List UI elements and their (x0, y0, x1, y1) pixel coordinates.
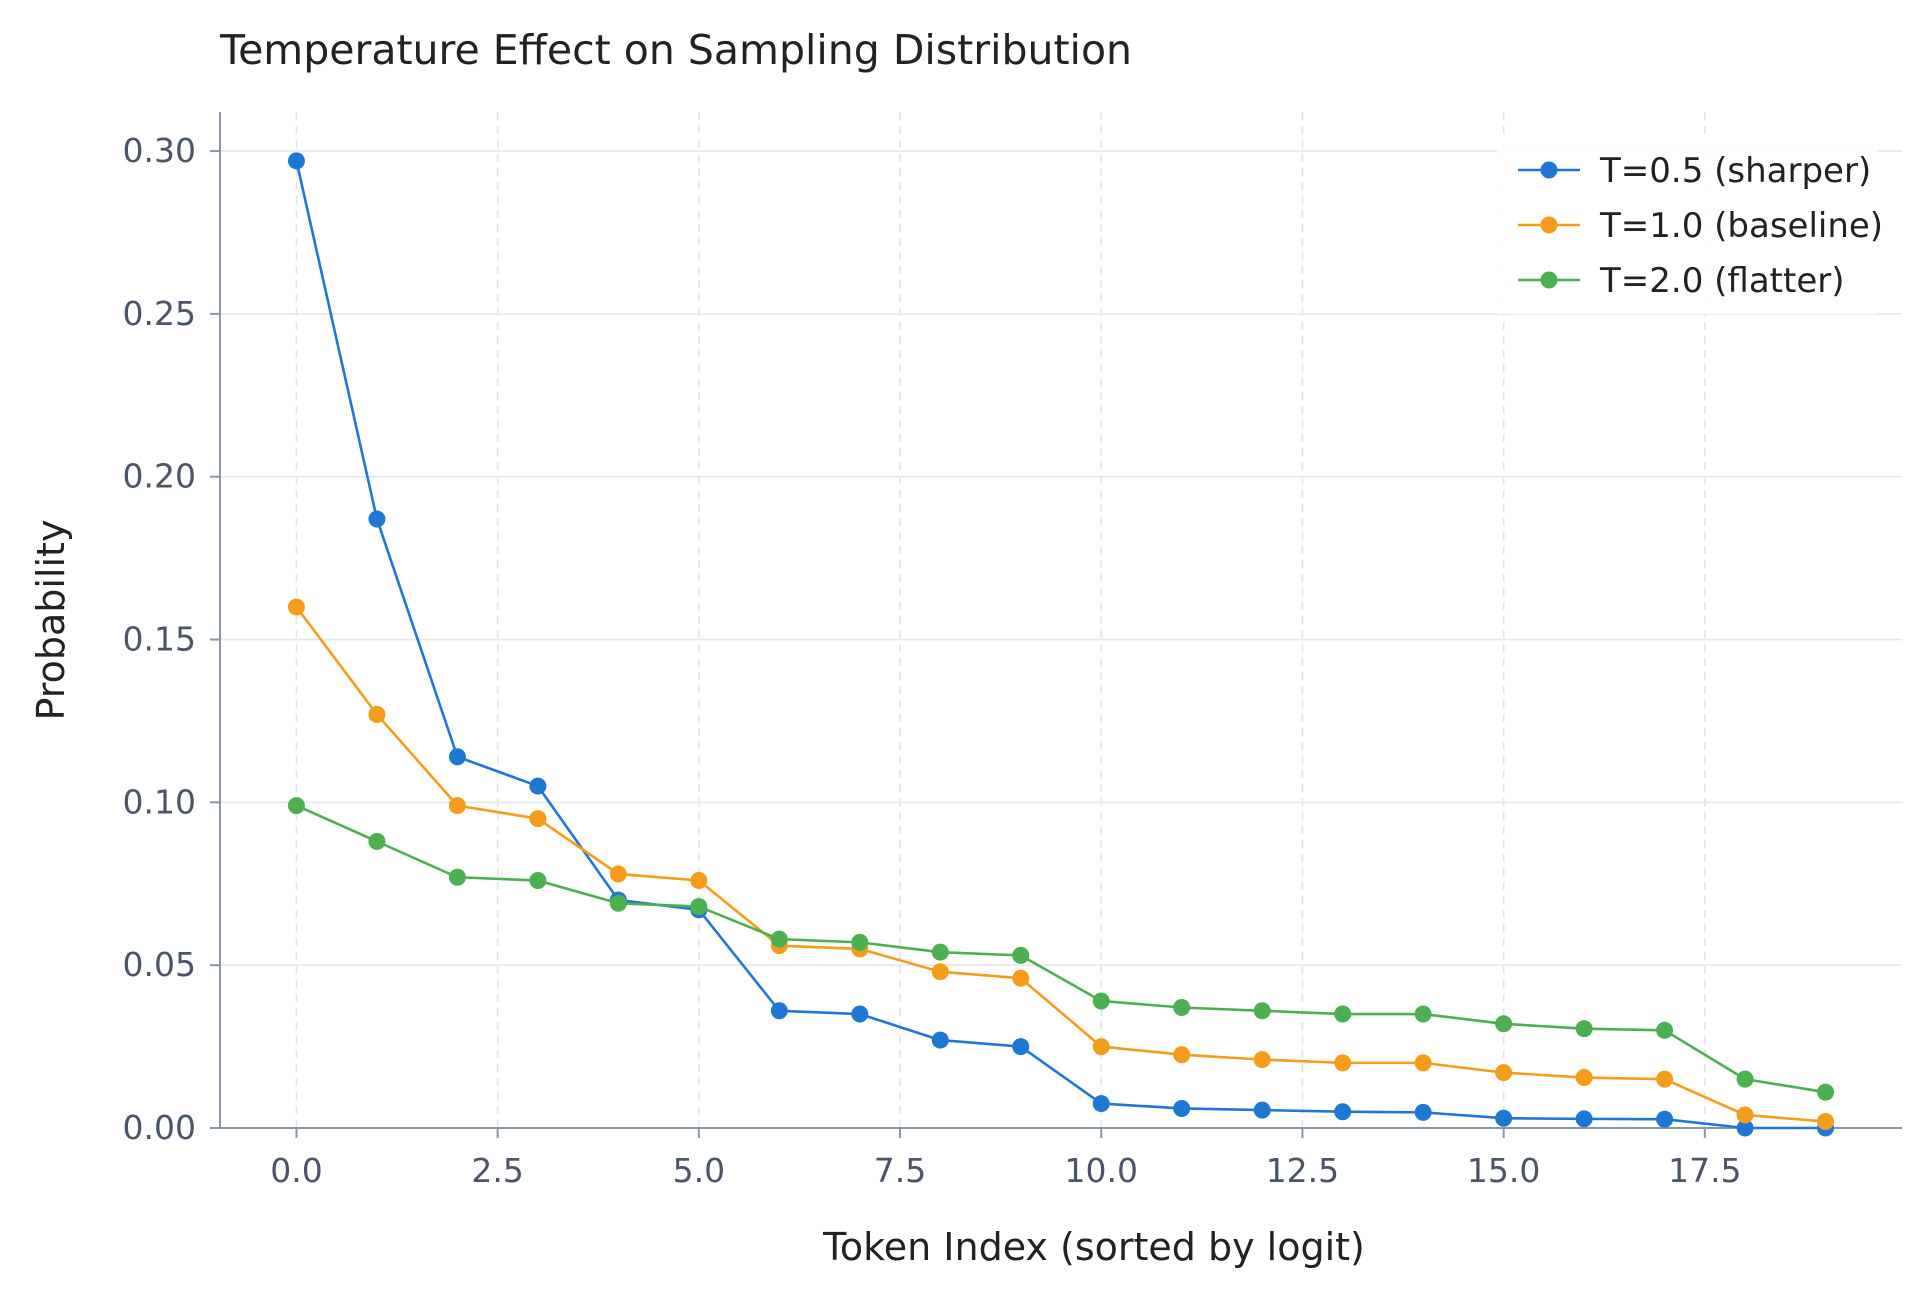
legend-marker-0 (1540, 161, 1558, 179)
data-point-2-10 (1092, 992, 1110, 1010)
data-point-0-1 (368, 510, 386, 528)
data-point-1-15 (1495, 1064, 1513, 1082)
data-point-0-8 (931, 1031, 949, 1049)
y-tick-label-3: 0.15 (123, 620, 196, 659)
data-point-2-2 (448, 868, 466, 886)
data-point-1-16 (1575, 1069, 1593, 1087)
data-point-0-12 (1253, 1101, 1271, 1119)
data-point-0-18 (1736, 1119, 1754, 1137)
data-point-1-11 (1173, 1046, 1191, 1064)
data-point-1-10 (1092, 1038, 1110, 1056)
data-point-2-0 (287, 797, 305, 815)
data-point-1-0 (287, 598, 305, 616)
data-point-0-10 (1092, 1095, 1110, 1113)
data-point-0-9 (1012, 1038, 1030, 1056)
axes (219, 112, 1902, 1129)
data-point-1-8 (931, 963, 949, 981)
y-tick-label-0: 0.00 (123, 1108, 196, 1147)
data-point-1-5 (690, 872, 708, 890)
data-point-2-17 (1656, 1021, 1674, 1039)
data-point-1-4 (609, 865, 627, 883)
y-tick-label-4: 0.20 (123, 457, 196, 496)
data-point-0-15 (1495, 1109, 1513, 1127)
data-point-0-0 (287, 152, 305, 170)
series-2 (287, 797, 1835, 1101)
data-point-1-14 (1414, 1054, 1432, 1072)
data-point-2-4 (609, 894, 627, 912)
legend-label-1: T=1.0 (baseline) (1599, 206, 1883, 246)
y-tick-label-1: 0.05 (123, 945, 196, 984)
data-point-1-13 (1334, 1054, 1352, 1072)
legend-item-1: T=1.0 (baseline) (1518, 206, 1883, 246)
legend-marker-1 (1540, 216, 1558, 234)
series-1 (287, 598, 1835, 1130)
legend-label-2: T=2.0 (flatter) (1599, 261, 1844, 301)
data-point-2-16 (1575, 1020, 1593, 1038)
x-tick-label-0: 0.0 (270, 1151, 322, 1190)
data-point-0-3 (529, 777, 547, 795)
data-point-2-18 (1736, 1070, 1754, 1088)
data-point-1-18 (1736, 1106, 1754, 1124)
data-point-0-11 (1173, 1099, 1191, 1117)
data-point-1-3 (529, 810, 547, 828)
data-point-2-19 (1817, 1083, 1835, 1101)
chart-title: Temperature Effect on Sampling Distribut… (219, 26, 1132, 74)
x-tick-label-2: 5.0 (673, 1151, 725, 1190)
x-ticks: 0.0 2.5 5.0 7.5 10.0 12.5 15.0 17.5 (270, 1128, 1742, 1190)
legend: T=0.5 (sharper) T=1.0 (baseline) T=2.0 (fl… (1497, 138, 1883, 314)
data-point-1-2 (448, 797, 466, 815)
data-point-2-8 (931, 943, 949, 961)
y-tick-label-5: 0.25 (123, 294, 196, 333)
data-point-0-7 (851, 1005, 869, 1023)
x-tick-label-5: 12.5 (1266, 1151, 1339, 1190)
data-point-0-13 (1334, 1103, 1352, 1121)
legend-marker-2 (1540, 271, 1558, 289)
data-point-0-6 (770, 1002, 788, 1020)
legend-label-0: T=0.5 (sharper) (1599, 151, 1871, 191)
legend-item-2: T=2.0 (flatter) (1518, 261, 1844, 301)
y-axis-label: Probability (29, 520, 73, 721)
data-point-2-14 (1414, 1005, 1432, 1023)
x-tick-label-6: 15.0 (1467, 1151, 1540, 1190)
data-point-0-14 (1414, 1103, 1432, 1121)
y-tick-label-6: 0.30 (123, 131, 196, 170)
data-point-2-6 (770, 930, 788, 948)
series-group (287, 152, 1835, 1137)
data-point-1-19 (1817, 1112, 1835, 1130)
data-point-1-9 (1012, 969, 1030, 987)
x-tick-label-1: 2.5 (471, 1151, 523, 1190)
data-point-1-1 (368, 705, 386, 723)
x-axis-label: Token Index (sorted by logit) (822, 1225, 1365, 1269)
series-line-2 (295, 804, 1826, 1094)
data-point-0-16 (1575, 1110, 1593, 1128)
x-tick-label-4: 10.0 (1064, 1151, 1137, 1190)
x-tick-label-7: 17.5 (1668, 1151, 1741, 1190)
x-tick-label-3: 7.5 (874, 1151, 926, 1190)
data-point-2-3 (529, 872, 547, 890)
series-line-1 (295, 606, 1826, 1123)
y-ticks: 0.00 0.05 0.10 0.15 0.20 0.25 0.30 (123, 131, 220, 1147)
data-point-0-17 (1656, 1110, 1674, 1128)
data-point-2-15 (1495, 1015, 1513, 1033)
data-point-1-17 (1656, 1070, 1674, 1088)
data-point-1-12 (1253, 1051, 1271, 1069)
data-point-2-9 (1012, 946, 1030, 964)
y-tick-label-2: 0.10 (123, 782, 196, 821)
data-point-2-11 (1173, 999, 1191, 1017)
data-point-2-13 (1334, 1005, 1352, 1023)
legend-item-0: T=0.5 (sharper) (1518, 151, 1871, 191)
series-line-0 (295, 160, 1826, 1130)
data-point-2-1 (368, 832, 386, 850)
data-point-2-7 (851, 933, 869, 951)
data-point-2-12 (1253, 1002, 1271, 1020)
data-point-2-5 (690, 898, 708, 916)
data-point-0-2 (448, 748, 466, 766)
